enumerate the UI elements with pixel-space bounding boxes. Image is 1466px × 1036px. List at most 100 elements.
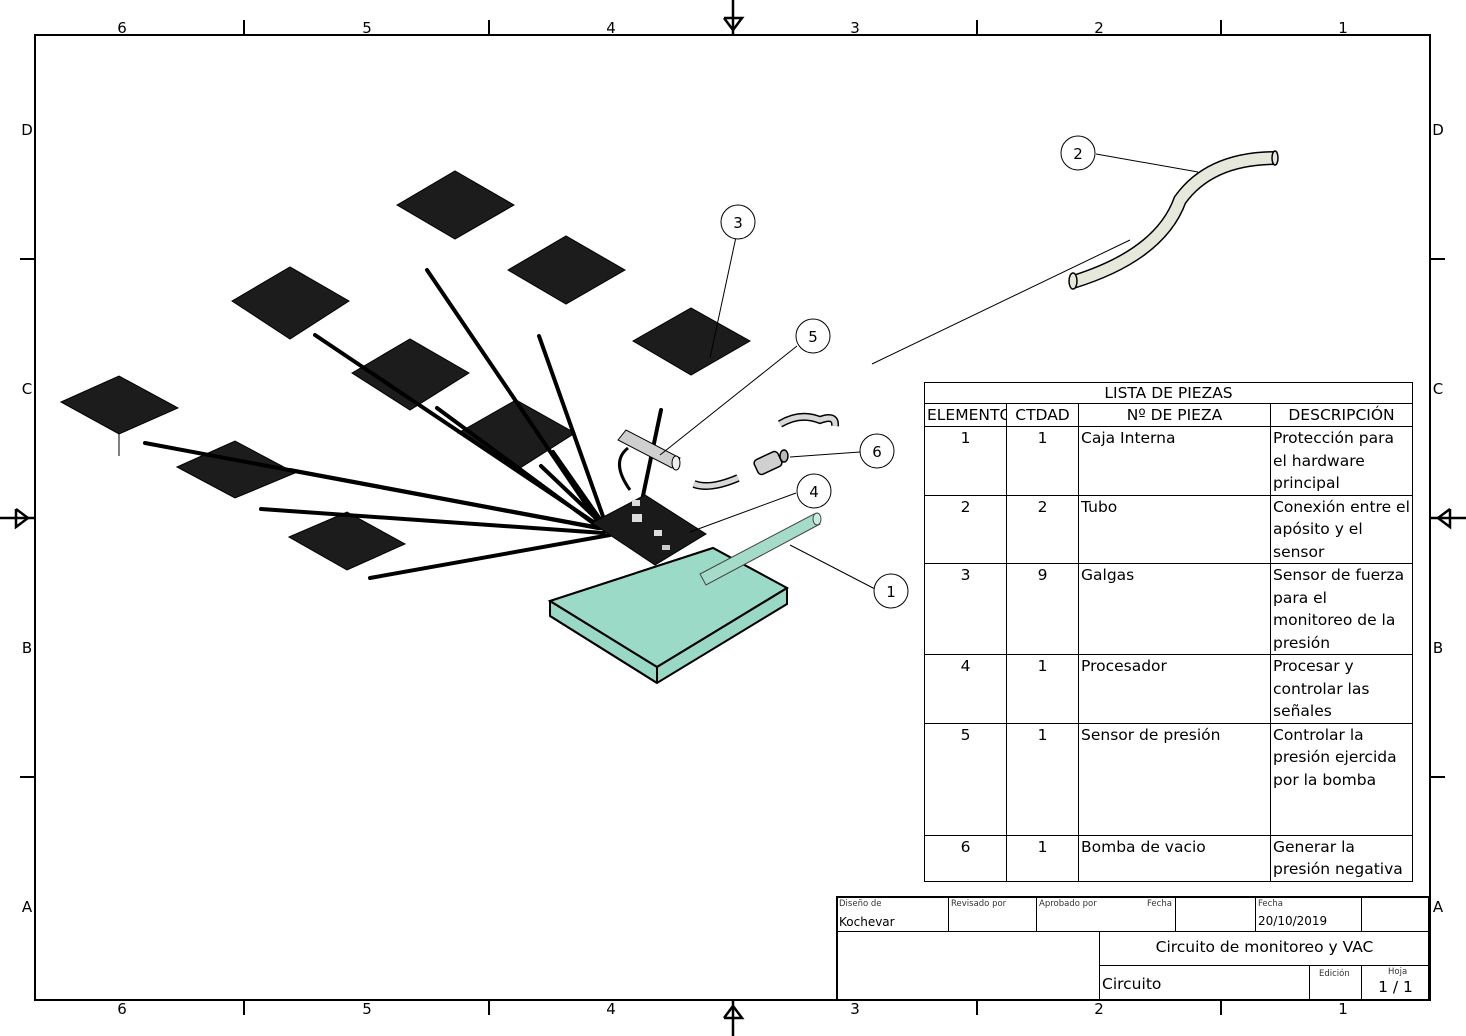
gauge-wires (143, 268, 663, 580)
balloon-label-3: 3 (733, 214, 743, 232)
balloon-label-6: 6 (872, 443, 882, 461)
cell-description: Generar la presión negativa (1269, 834, 1414, 882)
zone-row-label: B (22, 639, 32, 657)
sheet-label: Hoja (1388, 967, 1408, 977)
header-element: ELEMENTO (924, 403, 1007, 427)
gauge-pad (351, 338, 470, 411)
gauge-pad (59, 375, 180, 435)
cell-element: 6 (924, 834, 1007, 882)
balloons (720, 135, 1096, 609)
reviewed-by-label: Revisado por (951, 899, 1007, 909)
zone-col-label: 4 (606, 1000, 616, 1018)
cell-part-no: Caja Interna (1078, 426, 1271, 496)
zone-row-label: A (1433, 898, 1444, 916)
zone-col-label: 4 (606, 19, 616, 37)
sheet-number: 1 / 1 (1378, 978, 1413, 996)
balloon-1 (873, 573, 909, 609)
tube (1068, 150, 1279, 290)
header-part-no: Nº DE PIEZA (1078, 403, 1271, 427)
zone-ticks (20, 20, 1445, 1015)
cell-qty: 1 (1006, 654, 1079, 724)
cell-description: Controlar la presión ejercida por la bom… (1269, 722, 1414, 836)
balloon-5 (795, 318, 831, 354)
cell-part-no: Galgas (1078, 563, 1271, 655)
gauge-pad (396, 170, 516, 240)
date-label-2: Fecha (1258, 899, 1283, 909)
designed-by-label: Diseño de (839, 899, 882, 909)
zone-row-label: C (22, 380, 32, 398)
table-row: 6 1 Bomba de vacio Generar la presión ne… (924, 834, 1414, 882)
gauge-pad (231, 266, 350, 340)
header-description: DESCRIPCIÓN (1269, 403, 1414, 427)
pressure-sensor (617, 429, 681, 491)
zone-col-label: 6 (117, 1000, 127, 1018)
approved-by-label: Aprobado por (1039, 899, 1097, 909)
zone-row-label: D (1432, 121, 1444, 139)
cell-description: Protección para el hardware principal (1269, 426, 1414, 496)
cell-qty: 1 (1006, 426, 1079, 496)
gauge-pads (59, 170, 752, 571)
balloon-label-2: 2 (1073, 145, 1083, 163)
balloon-2 (1060, 135, 1096, 171)
table-row: 3 9 Galgas Sensor de fuerza para el moni… (924, 563, 1414, 655)
balloon-leaders (659, 153, 1199, 590)
vacuum-pump (692, 412, 840, 490)
balloon-4 (796, 473, 832, 509)
cell-part-no: Sensor de presión (1078, 722, 1271, 836)
case-rod (699, 512, 822, 586)
zone-col-label: 2 (1094, 1000, 1104, 1018)
zone-col-label: 3 (850, 19, 860, 37)
zone-col-label: 1 (1338, 1000, 1348, 1018)
zone-col-label: 5 (362, 19, 372, 37)
parts-list-title: LISTA DE PIEZAS (923, 382, 1414, 404)
edition-label: Edición (1319, 969, 1350, 979)
gauge-pad (632, 307, 752, 376)
gauge-pad (507, 235, 627, 305)
cell-part-no: Tubo (1078, 494, 1271, 564)
cell-qty: 1 (1006, 834, 1079, 882)
balloon-label-5: 5 (808, 328, 818, 346)
zone-col-label: 2 (1094, 19, 1104, 37)
cell-part-no: Bomba de vacio (1078, 834, 1271, 882)
title-block: Diseño de Kochevar Revisado por Aprobado… (836, 896, 1430, 1001)
cell-element: 5 (924, 722, 1007, 836)
balloon-label-1: 1 (886, 583, 896, 601)
gauge-pad (287, 511, 407, 571)
zone-row-label: D (21, 121, 33, 139)
inner-case (547, 546, 790, 685)
table-row: 2 2 Tubo Conexión entre el apósito y el … (924, 494, 1414, 564)
drawing-subtitle: Circuito (1102, 975, 1162, 993)
table-row: 5 1 Sensor de presión Controlar la presi… (924, 722, 1414, 836)
processor-board (591, 494, 707, 566)
tube-connection-line (871, 239, 1131, 365)
cell-element: 4 (924, 654, 1007, 724)
balloon-3 (720, 204, 756, 240)
designed-by: Kochevar (839, 915, 895, 929)
header-qty: CTDAD (1006, 403, 1079, 427)
cell-element: 1 (924, 426, 1007, 496)
drawing-date: 20/10/2019 (1258, 914, 1328, 928)
table-row: 4 1 Procesador Procesar y controlar las … (924, 654, 1414, 724)
date-label-1: Fecha (1147, 899, 1172, 909)
zone-row-label: A (22, 898, 33, 916)
cell-description: Procesar y controlar las señales (1269, 654, 1414, 724)
parts-list-table: LISTA DE PIEZAS ELEMENTO CTDAD Nº DE PIE… (923, 382, 1414, 882)
table-row: 1 1 Caja Interna Protección para el hard… (924, 426, 1414, 496)
balloon-label-4: 4 (809, 483, 819, 501)
cell-qty: 2 (1006, 494, 1079, 564)
cell-qty: 9 (1006, 563, 1079, 655)
zone-row-label: C (1433, 380, 1443, 398)
cell-description: Conexión entre el apósito y el sensor (1269, 494, 1414, 564)
zone-col-label: 3 (850, 1000, 860, 1018)
balloon-6 (859, 433, 895, 469)
cell-qty: 1 (1006, 722, 1079, 836)
cell-element: 3 (924, 563, 1007, 655)
cell-element: 2 (924, 494, 1007, 564)
zone-col-label: 5 (362, 1000, 372, 1018)
zone-col-label: 1 (1338, 19, 1348, 37)
cell-description: Sensor de fuerza para el monitoreo de la… (1269, 563, 1414, 655)
cell-part-no: Procesador (1078, 654, 1271, 724)
drawing-title: Circuito de monitoreo y VAC (1155, 938, 1374, 956)
